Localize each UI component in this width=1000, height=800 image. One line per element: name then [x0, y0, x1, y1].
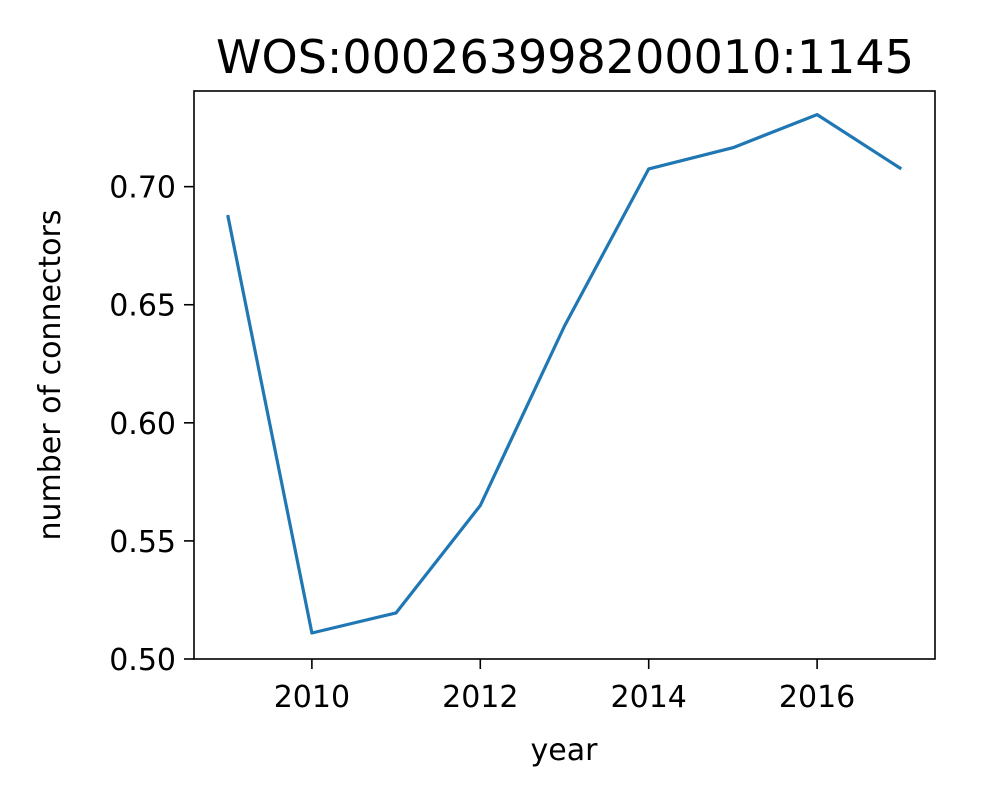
x-tick-label: 2010	[274, 680, 350, 715]
y-tick-label: 0.55	[109, 525, 176, 560]
x-axis-label: year	[531, 733, 599, 768]
x-tick-label: 2014	[611, 680, 687, 715]
x-tick-label: 2012	[442, 680, 518, 715]
chart-title: WOS:000263998200010:1145	[216, 30, 914, 84]
x-axis-ticks: 2010 2012 2014 2016	[274, 659, 855, 715]
y-axis-label: number of connectors	[33, 210, 68, 541]
plot-area-frame	[193, 90, 936, 660]
series-line	[226, 112, 903, 635]
y-tick-label: 0.60	[109, 407, 176, 442]
y-tick-label: 0.50	[109, 643, 176, 678]
series-layer	[226, 112, 903, 635]
y-axis-ticks: 0.50 0.55 0.60 0.65 0.70	[109, 171, 194, 678]
y-tick-label: 0.70	[109, 171, 176, 206]
y-tick-label: 0.65	[109, 289, 176, 324]
x-tick-label: 2016	[779, 680, 855, 715]
